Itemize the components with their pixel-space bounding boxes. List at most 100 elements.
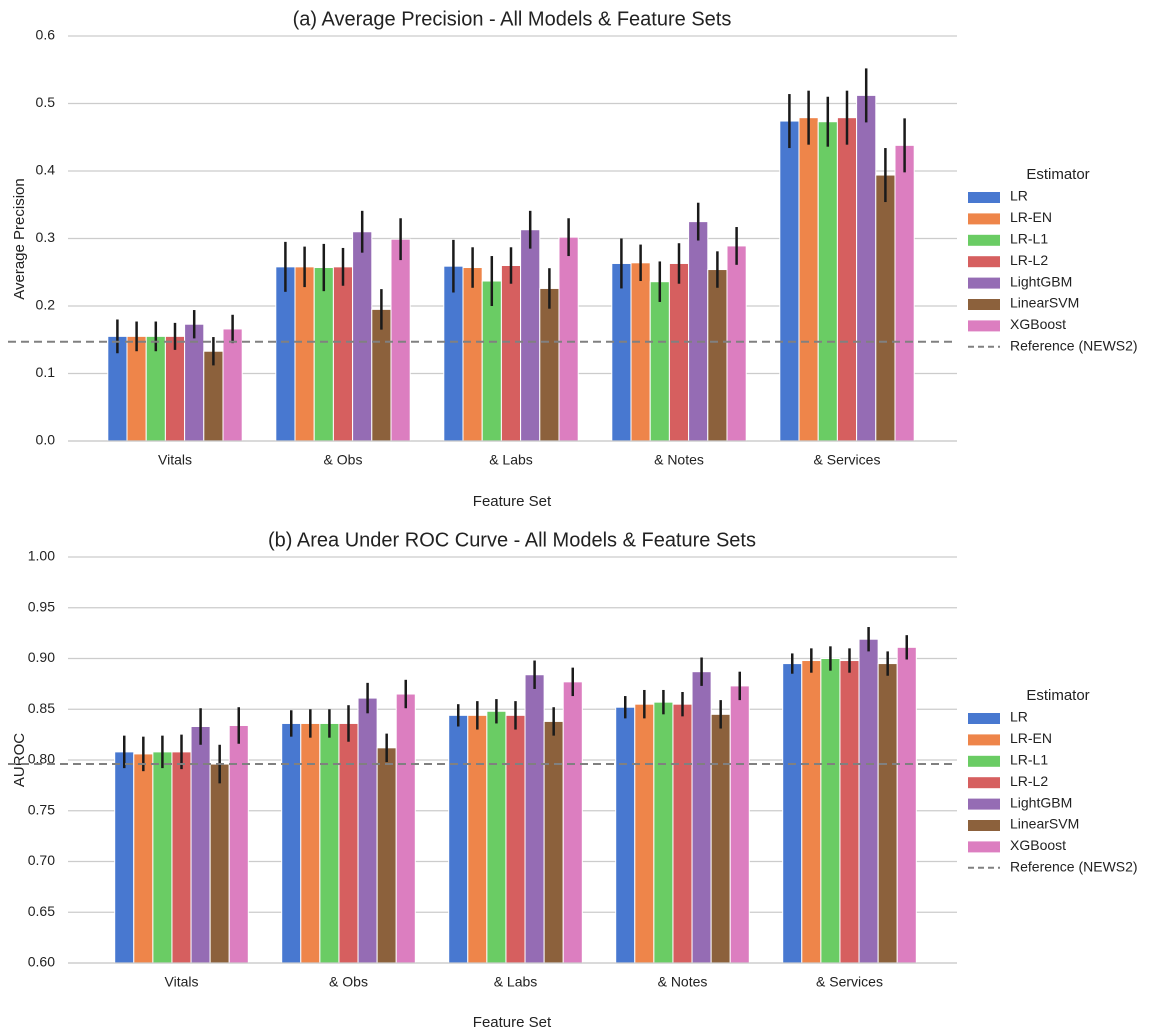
bar [300,722,321,964]
bar [524,674,545,964]
bar [630,262,651,442]
x-tick-label: & Labs [489,452,533,468]
bar [152,751,173,964]
legend-label: Reference (NEWS2) [1010,859,1138,875]
legend-swatch [968,299,1000,310]
bar [505,714,526,964]
bar [190,726,211,964]
bar [875,174,896,442]
bar [779,120,800,442]
bar [782,663,803,964]
legend-label: LinearSVM [1010,816,1079,832]
bar [817,121,838,442]
x-tick-label: & Services [814,452,881,468]
bar [615,706,636,964]
y-tick-label: 0.4 [36,162,56,178]
bar [228,724,249,964]
bar [839,660,860,964]
bar [313,267,334,442]
y-tick-label: 0.6 [36,27,56,43]
legend-swatch [968,841,1000,853]
bar [558,236,579,442]
x-tick-label: & Services [816,974,883,990]
bar [688,221,709,442]
legend-label: LightGBM [1010,273,1072,289]
legend-swatch [968,192,1000,203]
bar [222,328,243,442]
bar [858,638,879,964]
y-tick-label: 0.65 [28,903,55,919]
legend-swatch [968,320,1000,332]
bar [820,658,841,964]
y-tick-label: 0.60 [28,954,55,970]
bar [332,266,354,442]
legend-swatch [968,777,1000,789]
legend-label: LR-L2 [1010,773,1048,789]
bar [672,703,693,964]
legend-swatch [968,734,1000,746]
legend-label: LR-L1 [1010,231,1048,247]
legend-swatch [968,234,1000,246]
legend-title: Estimator [1026,687,1089,704]
y-tick-label: 0.0 [36,432,56,448]
bar [877,663,898,964]
legend-swatch [968,755,1000,767]
bar [691,671,712,964]
bar [448,714,469,964]
x-tick-label: & Notes [658,974,708,990]
bar [726,245,747,442]
y-tick-label: 0.5 [36,94,56,110]
bar [896,646,917,964]
legend-label: LR-EN [1010,209,1052,225]
bar [390,238,411,442]
bar [462,267,483,442]
bar [467,714,488,964]
bar [395,693,416,964]
bar [171,751,192,964]
legend-label: LightGBM [1010,794,1072,810]
bar [133,753,154,964]
bar [486,710,507,964]
x-axis-label: Feature Set [473,493,552,510]
bar [653,701,674,964]
legend-label: XGBoost [1010,837,1066,853]
legend-label: LinearSVM [1010,295,1079,311]
y-tick-label: 0.90 [28,649,55,665]
y-tick-label: 0.85 [28,700,55,716]
bar [294,266,315,442]
legend-label: XGBoost [1010,316,1066,332]
x-tick-label: & Labs [494,974,538,990]
bar [801,660,822,964]
bar [649,281,670,442]
bar [164,335,186,442]
bar [275,266,296,442]
bar [319,722,340,964]
bar [710,713,731,964]
x-tick-label: & Obs [329,974,368,990]
bar [500,265,522,442]
bar [357,697,378,964]
y-tick-label: 0.2 [36,297,56,313]
legend-swatch [968,277,1000,289]
bar [729,685,750,964]
legend-label: LR-EN [1010,730,1052,746]
chart-title: (b) Area Under ROC Curve - All Models & … [268,529,756,551]
bar [894,144,915,442]
bar [209,763,230,964]
legend-label: LR-L2 [1010,252,1048,268]
y-tick-label: 0.95 [28,598,55,614]
legend-swatch [968,713,1000,724]
bar [539,287,560,442]
x-tick-label: Vitals [158,452,192,468]
bar [520,229,541,442]
x-tick-label: & Obs [324,452,363,468]
legend-label: LR-L1 [1010,752,1048,768]
legend-label: LR [1010,709,1028,725]
y-tick-label: 0.70 [28,852,55,868]
bar [338,722,359,964]
y-axis-label: AUROC [11,733,28,787]
bar [856,94,877,442]
y-tick-label: 0.3 [36,229,56,245]
bar [352,231,373,442]
